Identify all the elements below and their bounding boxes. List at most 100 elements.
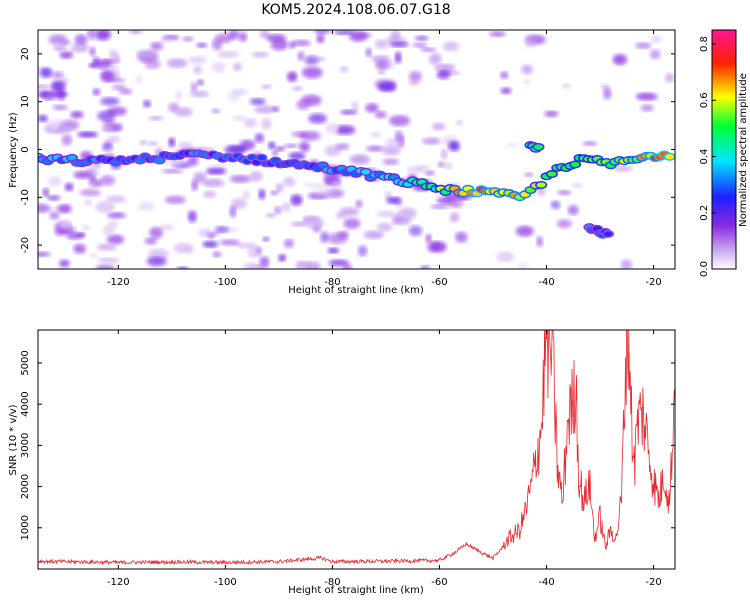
y-tick-label: 4000	[20, 391, 31, 416]
spectrogram-noise-cell	[320, 231, 329, 243]
spectrogram-noise-cell	[371, 55, 391, 63]
x-tick-label: -100	[214, 577, 237, 588]
spectrogram-noise-cell	[304, 55, 319, 66]
spectrogram-noise-cell	[434, 63, 456, 72]
spectrogram-noise-cell	[303, 182, 324, 187]
spectrogram-noise-cell	[136, 74, 143, 85]
spectrogram-noise-cell	[161, 169, 184, 174]
spectrogram-noise-cell	[182, 36, 194, 42]
spectrogram-noise-cell	[148, 248, 169, 260]
spectrogram-noise-cell	[376, 222, 393, 232]
spectrogram-noise-cell	[166, 58, 188, 68]
spectrogram-noise-cell	[414, 35, 429, 41]
spectrogram-noise-cell	[442, 41, 460, 52]
spectrogram-noise-cell	[271, 150, 279, 156]
spectrogram-noise-cell	[53, 45, 66, 50]
spectrogram-noise-cell	[73, 243, 87, 254]
spectrogram-noise-cell	[58, 219, 72, 231]
spectrogram-noise-cell	[374, 110, 387, 119]
spectrogram-noise-cell	[58, 259, 70, 268]
spectrogram-ridge-point	[534, 144, 543, 150]
spectrogram-noise-cell	[376, 210, 396, 218]
spectrogram-noise-cell	[343, 218, 361, 229]
spectrogram-noise-cell	[408, 225, 423, 236]
spectrogram-noise-cell	[635, 92, 658, 101]
x-tick-label: -80	[324, 277, 340, 288]
y-tick-label: -20	[20, 237, 31, 253]
spectrogram-noise-cell	[38, 91, 49, 98]
spectrogram-noise-cell	[258, 188, 266, 200]
x-tick-label: -60	[431, 277, 447, 288]
spectrogram-noise-cell	[275, 183, 284, 193]
spectrogram-noise-cell	[189, 90, 210, 98]
spectrogram-noise-cell	[544, 110, 559, 117]
spectrogram-noise-cell	[389, 41, 409, 48]
colorbar-tick-label: 0.6	[699, 92, 710, 108]
spectrogram-noise-cell	[56, 126, 72, 134]
spectrogram-noise-cell	[61, 75, 69, 85]
spectrogram-noise-cell	[308, 113, 327, 124]
spectrogram-noise-cell	[229, 205, 237, 218]
spectrogram-noise-cell	[335, 143, 350, 150]
spectrogram-noise-cell	[82, 225, 91, 231]
spectrogram-noise-cell	[64, 182, 74, 192]
spectrogram-noise-cell	[243, 118, 258, 128]
spectrogram-noise-cell	[261, 117, 272, 130]
spectrogram-noise-cell	[536, 236, 543, 248]
spectrogram-noise-cell	[334, 30, 355, 35]
spectrogram-noise-cell	[296, 261, 311, 268]
spectrogram-ridge-point	[361, 169, 371, 175]
spectrogram-noise-cell	[664, 73, 675, 83]
spectrogram-noise-cell	[38, 114, 48, 123]
spectrogram-noise-cell	[355, 32, 372, 38]
spectrogram-noise-cell	[296, 99, 311, 110]
spectrogram-noise-cell	[425, 233, 432, 243]
spectrogram-noise-cell	[524, 37, 536, 48]
spectrogram-noise-cell	[107, 135, 121, 143]
spectrogram-noise-cell	[297, 50, 305, 62]
spectrogram-noise-cell	[89, 252, 98, 258]
spectrogram-noise-cell	[46, 195, 61, 201]
spectrogram-frame	[37, 29, 676, 270]
spectrogram-noise-cell	[211, 61, 226, 73]
spectrogram-noise-cell	[175, 90, 182, 102]
spectrogram-noise-cell	[193, 65, 203, 75]
spectrogram-noise-cell	[303, 217, 325, 229]
spectrogram-noise-cell	[97, 243, 117, 251]
spectrogram-noise-cell	[428, 53, 442, 65]
spectrogram-noise-cell	[71, 43, 90, 53]
spectrogram-noise-cell	[193, 171, 207, 184]
spectrogram-noise-cell	[283, 143, 299, 149]
spectrogram-noise-cell	[38, 251, 51, 257]
spectrogram-noise-cell	[412, 42, 428, 48]
spectrogram-noise-cell	[54, 228, 67, 237]
spectrogram-noise-cell	[214, 226, 229, 234]
spectrogram-noise	[38, 30, 675, 269]
spectrogram-noise-cell	[39, 67, 53, 78]
x-tick-label: -100	[214, 277, 237, 288]
spectrogram-noise-cell	[73, 170, 93, 179]
spectrogram-noise-cell	[147, 140, 158, 146]
x-tick-label: -80	[324, 577, 340, 588]
spectrogram-noise-cell	[111, 84, 127, 91]
spectrogram-noise-cell	[52, 104, 68, 111]
spectrogram-noise-cell	[50, 80, 66, 92]
spectrogram-noise-cell	[139, 139, 147, 146]
spectrogram-noise-cell	[299, 141, 310, 152]
spectrogram-noise-cell	[165, 195, 186, 205]
spectrogram-noise-cell	[97, 257, 120, 264]
spectrogram-noise-cell	[389, 115, 411, 127]
spectrogram-noise-cell	[504, 142, 520, 148]
spectrogram-noise-cell	[203, 190, 217, 199]
spectrogram-noise-cell	[77, 131, 99, 138]
spectrogram-noise-cell	[572, 182, 583, 188]
spectrogram-noise-cell	[436, 71, 451, 80]
spectrogram-noise-cell	[327, 232, 348, 245]
x-tick-label: -40	[538, 277, 554, 288]
snr-y-label: SNR (10 * v/v)	[8, 404, 19, 475]
spectrogram-noise-cell	[95, 264, 115, 269]
x-tick-label: -40	[538, 577, 554, 588]
spectrogram-noise-cell	[196, 42, 208, 48]
spectrogram-noise-cell	[377, 69, 386, 75]
spectrogram-noise-cell	[375, 61, 389, 70]
